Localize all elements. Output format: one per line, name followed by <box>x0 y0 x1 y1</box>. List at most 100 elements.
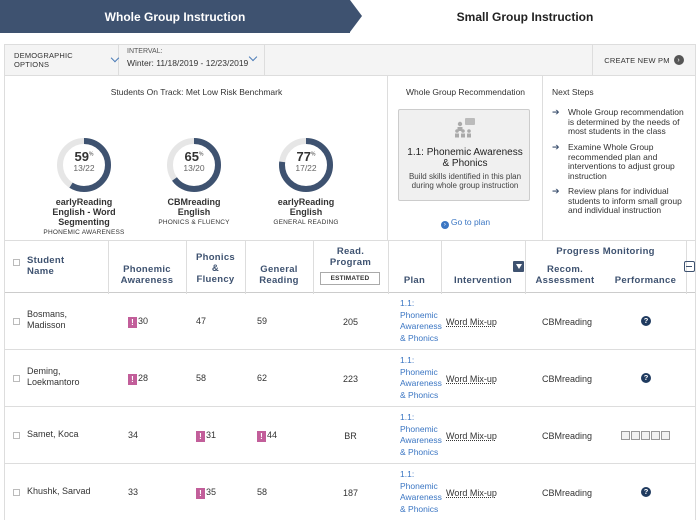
ring-progress-arc <box>167 138 221 192</box>
ring-fraction: 13/20 <box>183 163 205 173</box>
plan-line: 1.1: <box>400 298 415 308</box>
measure-name-line1: CBMreading <box>167 197 221 207</box>
header-line: Assessment <box>535 275 595 286</box>
header-phonemic-awareness[interactable]: Phonemic Awareness <box>108 264 186 286</box>
plan-link[interactable]: 1.1: Phonemic Awareness & Phonics <box>400 412 442 458</box>
student-name[interactable]: Khushk, Sarvad <box>27 486 91 497</box>
score-value: 62 <box>257 373 268 383</box>
header-line: Phonics <box>195 252 236 263</box>
plan-link[interactable]: 1.1: Phonemic Awareness & Phonics <box>400 469 442 515</box>
measure-name-line2: English <box>177 207 211 217</box>
name-line: Madisson <box>27 320 66 330</box>
step-line: students to inform small group <box>568 195 682 206</box>
row-checkbox[interactable] <box>13 432 20 439</box>
description-line2: during whole group instruction <box>411 181 519 190</box>
progress-ring-phonemic: 59% 13/22 <box>56 137 112 193</box>
student-name[interactable]: Bosmans, Madisson <box>27 309 67 331</box>
header-plan[interactable]: Plan <box>403 275 426 286</box>
phonics-score: 47 <box>196 316 236 326</box>
chevron-right-circle-icon: › <box>440 221 449 229</box>
select-all-checkbox[interactable] <box>13 259 20 266</box>
plan-line: 1.1: <box>400 355 415 365</box>
recommendation-card[interactable]: 1.1: Phonemic Awareness & Phonics Build … <box>398 109 530 201</box>
measure-name-line1: earlyReading <box>55 197 113 207</box>
row-checkbox[interactable] <box>13 318 20 325</box>
estimated-badge[interactable]: ESTIMATED <box>320 272 380 285</box>
read-program-score: 223 <box>342 374 359 384</box>
header-read-program[interactable]: Read. Program <box>313 246 388 268</box>
header-recom-assessment[interactable]: Recom. Assessment <box>525 264 605 286</box>
phonemic-score: 33 <box>128 487 168 497</box>
performance-chart-icon[interactable] <box>621 431 670 440</box>
intervention-link[interactable]: Word Mix-up <box>446 374 497 384</box>
collapse-icon[interactable] <box>684 261 695 272</box>
student-name[interactable]: Samet, Koca <box>27 429 79 440</box>
ring-percent: 77 <box>296 149 311 164</box>
interval-label: INTERVAL: <box>127 48 163 55</box>
help-icon[interactable]: ? <box>641 373 651 383</box>
score-value: 31 <box>206 430 217 440</box>
sort-dropdown-icon[interactable] <box>513 261 524 272</box>
recommended-assessment: CBMreading <box>542 374 593 384</box>
read-program-score: 187 <box>342 488 359 498</box>
create-new-pm-button[interactable]: CREATE NEW PM › <box>592 45 695 75</box>
header-phonics-fluency[interactable]: Phonics & Fluency <box>186 252 245 285</box>
interval-value: Winter: 11/18/2019 - 12/23/2019 <box>127 58 249 68</box>
intervention-link[interactable]: Word Mix-up <box>446 317 497 327</box>
step-line: instruction <box>568 170 607 181</box>
go-to-plan-link[interactable]: › Go to plan <box>388 217 543 229</box>
plan-line: & Phonics <box>400 503 439 514</box>
score-value: 58 <box>196 373 207 383</box>
row-checkbox[interactable] <box>13 375 20 382</box>
description-line1: Build skills identified in this plan <box>408 172 522 181</box>
plan-line: & Phonics <box>400 389 439 400</box>
intervention-link[interactable]: Word Mix-up <box>446 431 497 441</box>
risk-flag-icon[interactable]: ! <box>196 431 205 442</box>
ring-progress-arc <box>279 138 333 192</box>
instruction-tabs: Whole Group Instruction Small Group Inst… <box>0 0 700 33</box>
plan-link[interactable]: 1.1: Phonemic Awareness & Phonics <box>400 355 442 401</box>
plan-name-line1: 1.1: Phonemic Awareness <box>407 147 523 158</box>
next-step-item: ➔ Examine Whole Group recommended plan a… <box>552 142 690 181</box>
phonics-score: 58 <box>196 373 236 383</box>
header-line: Recom. <box>546 264 584 275</box>
row-checkbox[interactable] <box>13 489 20 496</box>
general-score: ! 44 <box>257 430 307 442</box>
table-row: Samet, Koca 34! 31! 44 BR 1.1: Phonemic Awarene… <box>5 407 695 464</box>
risk-flag-icon[interactable]: ! <box>128 317 137 328</box>
header-performance[interactable]: Performance <box>614 275 677 286</box>
header-general-reading[interactable]: General Reading <box>245 264 313 286</box>
header-line: Fluency <box>196 274 235 285</box>
general-score: 58 <box>257 487 307 497</box>
intervention-link[interactable]: Word Mix-up <box>446 488 497 498</box>
risk-flag-icon[interactable]: ! <box>128 374 137 385</box>
measure-label-general: earlyReading English GENERAL READING <box>251 197 361 226</box>
measure-subtitle: PHONICS & FLUENCY <box>158 219 230 226</box>
help-icon[interactable]: ? <box>641 487 651 497</box>
read-program-score: BR <box>344 431 357 441</box>
next-steps-title: Next Steps <box>552 87 594 97</box>
risk-flag-icon[interactable]: ! <box>257 431 266 442</box>
progress-ring-phonics: 65% 13/20 <box>166 137 222 193</box>
help-icon[interactable]: ? <box>641 316 651 326</box>
phonemic-score: ! 28 <box>128 373 168 385</box>
plan-link[interactable]: 1.1: Phonemic Awareness & Phonics <box>400 298 442 344</box>
tab-whole-group[interactable]: Whole Group Instruction <box>0 0 350 33</box>
tab-small-group[interactable]: Small Group Instruction <box>456 9 594 24</box>
name-line: Deming, <box>27 366 61 376</box>
arrow-right-icon: ➔ <box>552 142 560 152</box>
table-row: Khushk, Sarvad 33! 35 58 187 1.1: Phonemic Awar… <box>5 464 695 520</box>
header-intervention[interactable]: Intervention <box>454 275 512 286</box>
header-line: Name <box>27 266 55 277</box>
header-student-name[interactable]: Student Name <box>27 255 64 277</box>
recommended-assessment: CBMreading <box>542 431 593 441</box>
toolbar: DEMOGRAPHIC OPTIONS INTERVAL: Winter: 11… <box>4 44 696 76</box>
interval-select[interactable]: INTERVAL: Winter: 11/18/2019 - 12/23/201… <box>119 45 265 75</box>
student-name[interactable]: Deming, Loekmantoro <box>27 366 80 388</box>
column-divider <box>525 241 526 294</box>
measure-name-line2: English <box>289 207 323 217</box>
demographic-options-button[interactable]: DEMOGRAPHIC OPTIONS <box>5 45 120 75</box>
risk-flag-icon[interactable]: ! <box>196 488 205 499</box>
step-line: interventions to adjust group <box>568 161 675 171</box>
score-value: 30 <box>138 316 149 326</box>
